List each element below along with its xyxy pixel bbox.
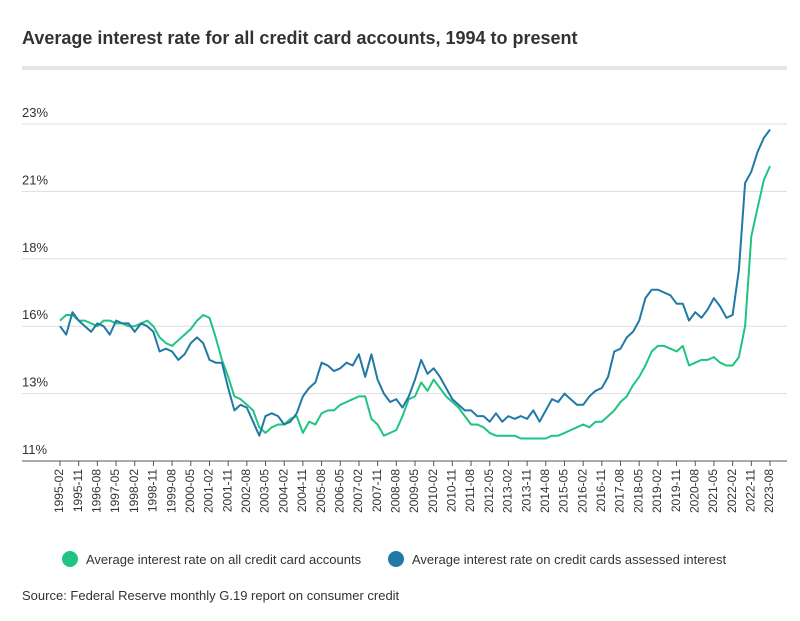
x-tick-label: 2013-11: [519, 469, 533, 512]
x-tick-label: 2015-05: [557, 469, 571, 513]
x-tick-label: 1998-02: [127, 469, 141, 513]
x-tick-label: 2020-08: [687, 469, 701, 513]
legend-label: Average interest rate on all credit card…: [86, 552, 362, 567]
x-tick-label: 2022-11: [743, 469, 757, 512]
x-tick-label: 2012-05: [482, 469, 496, 513]
x-tick-label: 1999-08: [164, 469, 178, 513]
y-tick-label: 16%: [22, 307, 48, 322]
x-tick-label: 2021-05: [706, 469, 720, 513]
x-tick-label: 2005-08: [314, 469, 328, 513]
chart-title: Average interest rate for all credit car…: [22, 28, 578, 48]
source-note: Source: Federal Reserve monthly G.19 rep…: [22, 588, 400, 603]
x-tick-label: 2016-11: [594, 469, 608, 512]
legend-marker: [388, 551, 404, 567]
x-tick-label: 2010-02: [426, 469, 440, 513]
legend-label: Average interest rate on credit cards as…: [412, 552, 726, 567]
x-tick-label: 2019-02: [650, 469, 664, 513]
legend-marker: [62, 551, 78, 567]
x-tick-label: 2013-02: [501, 469, 515, 513]
x-tick-label: 1998-11: [146, 469, 160, 512]
x-tick-label: 2016-02: [575, 469, 589, 513]
x-tick-label: 1995-02: [52, 469, 66, 513]
x-tick-label: 2022-02: [725, 469, 739, 513]
x-tick-label: 2018-05: [631, 469, 645, 513]
x-tick-label: 2019-11: [669, 469, 683, 512]
x-tick-label: 2008-08: [388, 469, 402, 513]
y-tick-label: 23%: [22, 105, 48, 120]
y-tick-label: 11%: [22, 442, 47, 457]
x-tick-label: 2004-11: [295, 469, 309, 512]
x-tick-label: 1997-05: [108, 469, 122, 513]
x-tick-label: 2011-08: [463, 469, 477, 512]
x-tick-label: 2004-02: [276, 469, 290, 513]
x-tick-label: 2023-08: [762, 469, 776, 513]
x-tick-label: 2003-05: [258, 469, 272, 513]
x-tick-label: 2017-08: [613, 469, 627, 513]
x-tick-label: 2007-11: [370, 469, 384, 512]
x-tick-label: 2001-02: [202, 469, 216, 513]
x-tick-label: 2000-05: [183, 469, 197, 513]
y-tick-label: 13%: [22, 375, 48, 390]
x-tick-label: 1995-11: [71, 469, 85, 512]
title-rule: [22, 66, 787, 70]
x-tick-label: 1996-08: [90, 469, 104, 513]
x-tick-label: 2006-05: [332, 469, 346, 513]
y-tick-label: 18%: [22, 240, 48, 255]
x-tick-label: 2007-02: [351, 469, 365, 513]
x-tick-label: 2001-11: [220, 469, 234, 512]
x-tick-label: 2014-08: [538, 469, 552, 513]
series-line: [59, 165, 771, 440]
x-tick-label: 2009-05: [407, 469, 421, 513]
y-tick-label: 21%: [22, 172, 48, 187]
x-tick-label: 2010-11: [445, 469, 459, 512]
series-line: [59, 129, 771, 437]
x-tick-label: 2002-08: [239, 469, 253, 513]
